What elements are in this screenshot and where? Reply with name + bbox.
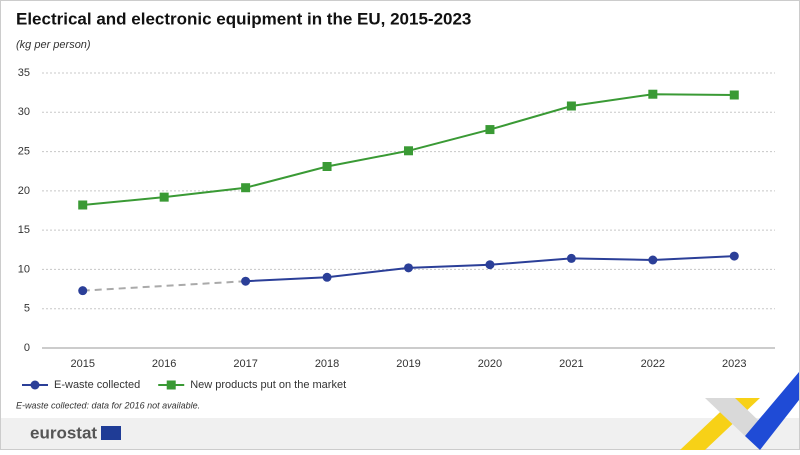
point [648,89,658,99]
legend-label: E-waste collected [54,379,140,391]
point [322,272,332,282]
footer-band [1,418,799,449]
y-tick-label: 10 [18,263,30,275]
point [404,146,413,156]
x-tick-label: 2023 [722,358,746,370]
logo-text: eurostat [30,423,97,442]
point [322,162,332,171]
x-tick-label: 2021 [559,358,583,370]
x-tick-label: 2015 [70,358,94,370]
footnote: E-waste collected: data for 2016 not ava… [16,400,200,410]
x-tick-label: 2018 [315,358,339,370]
eu-flag [101,426,121,440]
legend-label: New products put on the market [190,379,346,391]
y-tick-label: 15 [18,224,30,236]
y-tick-label: 35 [18,67,30,79]
legend-marker [30,380,40,390]
point [241,276,251,286]
y-tick-label: 30 [18,106,30,118]
point [648,255,658,265]
point [485,260,495,270]
x-tick-label: 2020 [478,358,502,370]
point [404,263,413,273]
deco-blue [745,372,799,450]
y-tick-label: 0 [24,342,30,354]
y-tick-label: 25 [18,145,30,157]
deco-gray [705,398,760,436]
point [485,125,495,135]
y-tick-label: 5 [24,303,30,315]
chart-title: Electrical and electronic equipment in t… [16,9,471,28]
point [241,183,251,193]
chart-subtitle: (kg per person) [16,39,91,51]
gap-bridge [82,280,246,292]
point [78,286,88,296]
y-tick-label: 20 [18,185,30,197]
point [159,192,169,202]
plot: 0 5 10 15 20 25 30 35 2015 2016 2017 2018 2019 2020 20… [18,67,775,391]
point [78,200,88,210]
point [566,253,576,263]
x-tick-label: 2016 [152,358,176,370]
point [566,101,576,111]
x-tick-label: 2022 [641,358,665,370]
point [729,251,739,261]
x-tick-label: 2019 [396,358,420,370]
x-tick-label: 2017 [233,358,257,370]
legend-marker [166,380,176,390]
point [729,90,739,100]
